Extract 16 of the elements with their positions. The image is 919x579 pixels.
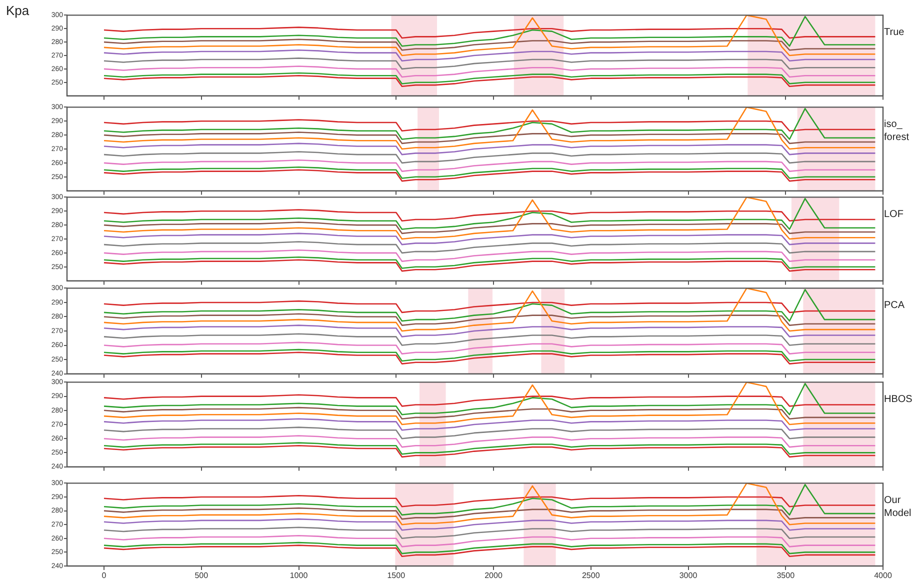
x-tick-label: 1000 xyxy=(290,571,308,579)
text: True xyxy=(884,26,906,39)
x-tick-label: 0 xyxy=(102,571,107,579)
x-tick-label: 3500 xyxy=(776,571,796,579)
x-tick-label: 3000 xyxy=(679,571,698,579)
text: Our Model xyxy=(884,494,912,520)
y-axis-title: Kpa xyxy=(6,3,30,18)
text: LOF xyxy=(884,208,904,221)
x-tick-label: 2500 xyxy=(582,571,600,579)
text: PCA xyxy=(884,299,906,312)
text: HBOS xyxy=(884,393,914,406)
x-tick-label: 2000 xyxy=(484,571,503,579)
x-tick-label: 500 xyxy=(194,571,209,579)
x-tick-label: 1500 xyxy=(387,571,406,579)
x-tick-label: 4000 xyxy=(874,571,892,579)
text: iso_ forest xyxy=(884,118,910,144)
